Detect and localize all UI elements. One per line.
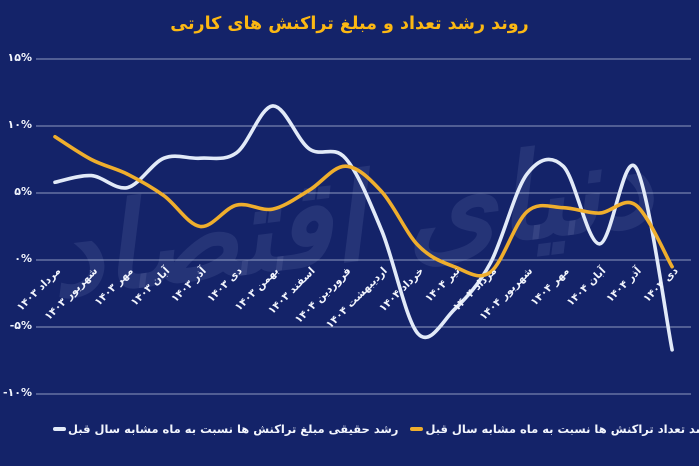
legend-item-count: رشد تعداد تراکنش ها نسبت به ماه مشابه سا… bbox=[410, 422, 699, 436]
legend-label-count: رشد تعداد تراکنش ها نسبت به ماه مشابه سا… bbox=[425, 422, 699, 436]
chart-title: روند رشد تعداد و مبلغ تراکنش های کارتی bbox=[170, 14, 529, 34]
y-axis-tick-label: ۱۰% bbox=[7, 118, 32, 131]
legend-item-amount: رشد حقیقی مبلغ تراکنش ها نسبت به ماه مشا… bbox=[53, 422, 398, 436]
y-axis-tick-label: -۵% bbox=[9, 319, 32, 332]
legend-label-amount: رشد حقیقی مبلغ تراکنش ها نسبت به ماه مشا… bbox=[68, 422, 399, 436]
y-axis-tick-label: ۱۵% bbox=[7, 51, 32, 64]
amount-line bbox=[53, 104, 674, 352]
y-axis-tick-label: ۵% bbox=[14, 185, 32, 198]
amount-line-swatch bbox=[53, 427, 66, 431]
count-line bbox=[53, 134, 674, 278]
count-line-swatch bbox=[410, 427, 424, 431]
y-axis-tick-label: -۱۰% bbox=[2, 386, 32, 399]
legend: رشد حقیقی مبلغ تراکنش ها نسبت به ماه مشا… bbox=[53, 422, 699, 436]
y-axis-tick-label: ۰% bbox=[14, 252, 32, 265]
